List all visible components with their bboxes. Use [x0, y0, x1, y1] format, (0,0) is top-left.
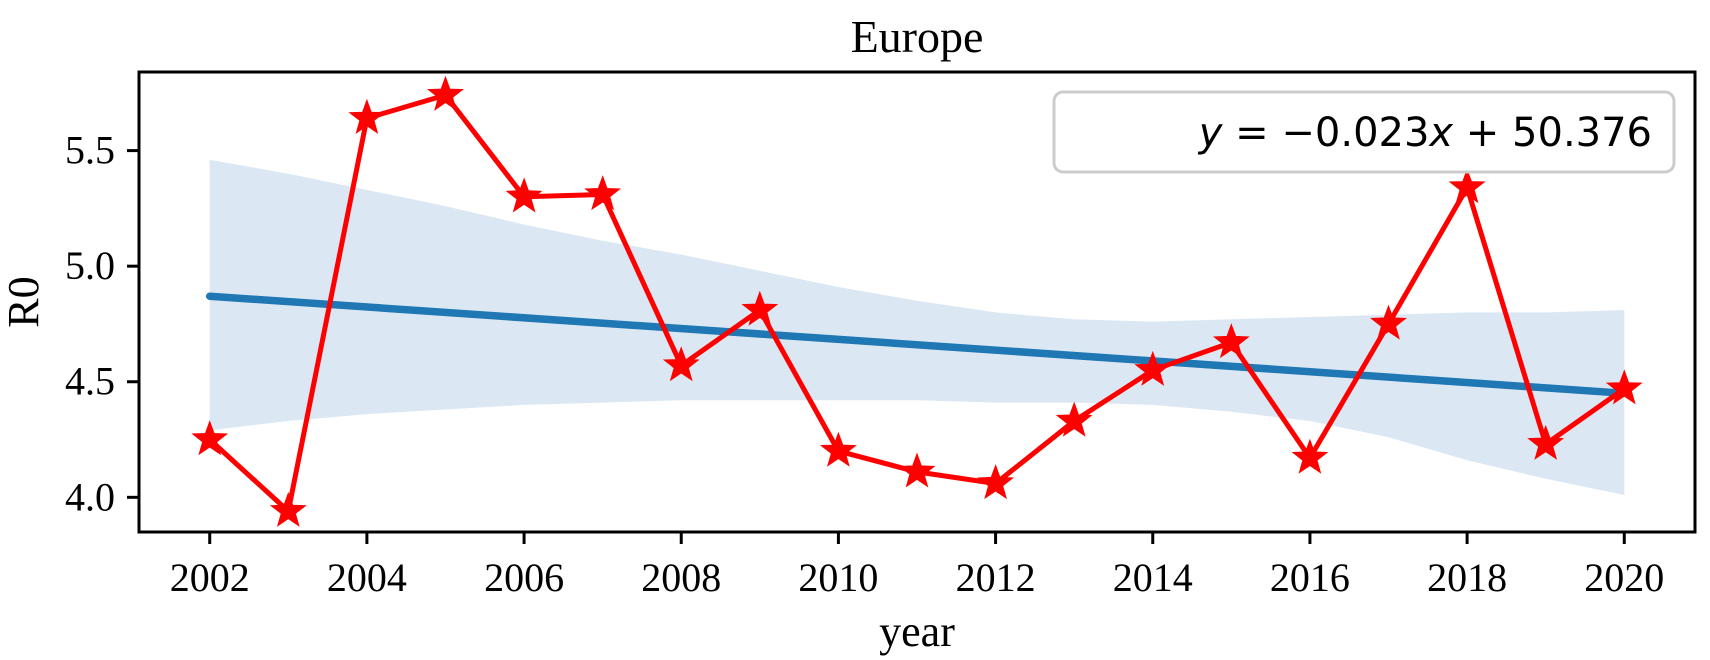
- x-tick-label: 2008: [641, 555, 721, 600]
- data-point-2013: [1055, 401, 1093, 437]
- x-tick-label: 2020: [1584, 555, 1664, 600]
- equation-text: y = −0.023x + 50.376: [1198, 110, 1652, 156]
- data-point-2011: [898, 452, 936, 488]
- data-point-2012: [977, 464, 1015, 500]
- x-tick-label: 2002: [170, 555, 250, 600]
- data-point-2020: [1605, 369, 1643, 405]
- plot-area: [191, 75, 1643, 527]
- data-point-2015: [1212, 323, 1250, 359]
- chart-title: Europe: [851, 11, 984, 62]
- equation-box: [1052, 90, 1676, 174]
- y-tick-label: 5.0: [65, 243, 115, 288]
- data-point-2017: [1370, 304, 1407, 340]
- data-point-2004: [348, 98, 386, 134]
- y-tick-label: 4.0: [65, 474, 115, 519]
- equation-annotation: y = −0.023x + 50.376: [1052, 90, 1676, 174]
- x-axis-label: year: [879, 607, 955, 656]
- plot-border: [137, 70, 1697, 534]
- data-point-2007: [584, 175, 622, 211]
- data-point-2014: [1134, 350, 1172, 386]
- data-point-2005: [427, 75, 464, 111]
- data-point-2016: [1291, 438, 1329, 474]
- x-tick-label: 2012: [956, 555, 1036, 600]
- data-point-2003: [269, 491, 307, 527]
- x-tick-label: 2004: [327, 555, 407, 600]
- x-tick-label: 2010: [798, 555, 878, 600]
- x-tick-label: 2006: [484, 555, 564, 600]
- data-point-2006: [505, 177, 543, 213]
- x-tick-label: 2018: [1427, 555, 1507, 600]
- y-tick-label: 4.5: [65, 359, 115, 404]
- x-tick-label: 2016: [1270, 555, 1350, 600]
- x-tick-label: 2014: [1113, 555, 1193, 600]
- data-point-2010: [819, 431, 857, 467]
- confidence-band: [209, 159, 1625, 496]
- y-tick-label: 5.5: [65, 128, 115, 173]
- data-point-2019: [1527, 424, 1565, 460]
- trend-line: [205, 292, 1629, 398]
- y-axis-label: R0: [0, 276, 48, 327]
- data-point-2008: [662, 346, 700, 382]
- data-point-2002: [191, 420, 229, 456]
- data-point-2018: [1448, 168, 1486, 204]
- r0-markers: [191, 75, 1643, 527]
- axes: 2002 2004 2006 2008 2010 2012 2014 2016 2018 2020…: [65, 70, 1697, 600]
- data-point-2009: [741, 290, 779, 326]
